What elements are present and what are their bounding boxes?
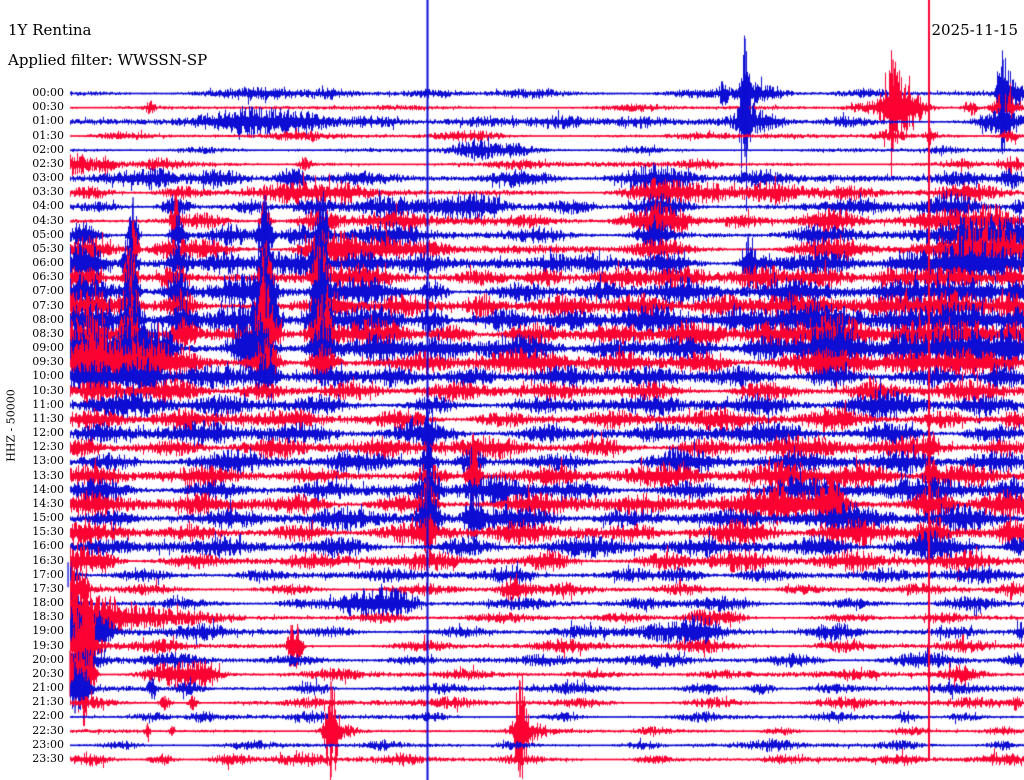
time-label: 11:00 [32,397,64,411]
time-label: 17:00 [32,567,64,581]
time-label: 05:30 [32,241,64,255]
time-label: 22:00 [32,709,64,723]
time-label: 17:30 [32,581,64,595]
time-label: 02:30 [32,156,64,170]
time-label: 21:30 [32,695,64,709]
time-label: 01:30 [32,128,64,142]
time-label: 10:30 [32,383,64,397]
time-label: 16:00 [32,539,64,553]
time-label: 19:30 [32,638,64,652]
time-label: 09:00 [32,341,64,355]
time-label: 13:30 [32,468,64,482]
time-label: 07:30 [32,298,64,312]
time-label: 08:30 [32,326,64,340]
time-label: 12:00 [32,426,64,440]
time-label: 15:30 [32,525,64,539]
time-label: 03:00 [32,171,64,185]
time-label: 05:00 [32,227,64,241]
time-label: 20:00 [32,652,64,666]
time-label: 08:00 [32,312,64,326]
time-label: 11:30 [32,411,64,425]
time-label: 16:30 [32,553,64,567]
time-label: 18:30 [32,610,64,624]
station-title: 1Y Rentina [8,21,92,39]
time-label: 23:00 [32,737,64,751]
time-label: 00:00 [32,86,64,99]
date-label: 2025-11-15 [931,21,1018,39]
time-label: 14:30 [32,496,64,510]
time-label: 10:00 [32,369,64,383]
time-label: 01:00 [32,114,64,128]
time-label: 04:00 [32,199,64,213]
applied-filter-label: Applied filter: WWSSN-SP [8,51,208,69]
time-label: 09:30 [32,355,64,369]
time-label: 12:30 [32,440,64,454]
time-label: 14:00 [32,482,64,496]
time-label: 13:00 [32,454,64,468]
time-label: 06:30 [32,270,64,284]
time-label: 19:00 [32,624,64,638]
time-label: 15:00 [32,511,64,525]
time-label: 06:00 [32,256,64,270]
time-label: 00:30 [32,100,64,114]
time-label: 22:30 [32,723,64,737]
time-label: 20:30 [32,666,64,680]
time-label: 23:30 [32,751,64,765]
time-label: 07:00 [32,284,64,298]
time-label: 02:00 [32,142,64,156]
time-label: 21:00 [32,681,64,695]
time-label: 18:00 [32,596,64,610]
time-label: 03:30 [32,185,64,199]
time-label: 04:30 [32,213,64,227]
